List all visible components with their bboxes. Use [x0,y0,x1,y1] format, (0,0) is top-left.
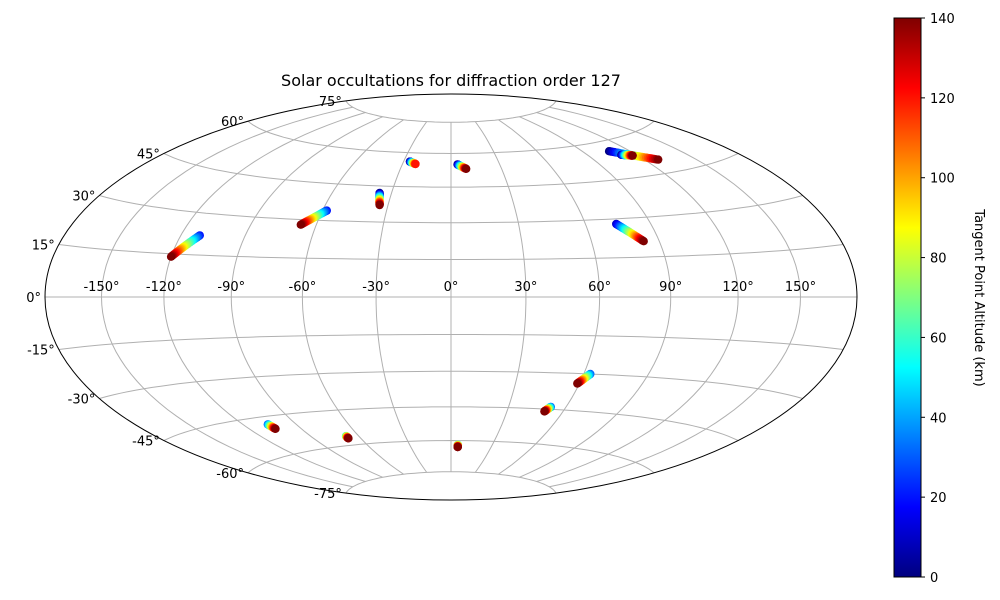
longitude-tick-label: 0° [444,280,459,295]
longitude-tick-label: 90° [659,280,682,295]
latitude-tick-label: 60° [221,115,244,130]
occultation-point [296,220,305,229]
colorbar-tick-label: 60 [930,331,947,346]
colorbar-tick-label: 0 [930,571,938,586]
longitude-tick-label: 120° [722,280,753,295]
map-grid [45,100,857,494]
map-outline [44,93,858,501]
latitude-tick-label: 30° [72,190,95,205]
parallel-line [163,153,739,188]
colorbar [893,17,922,578]
latitude-tick-label: 75° [319,95,342,110]
latitude-tick-label: -30° [68,393,96,408]
colorbar-ticks: 0 20 40 60 80 100 120 140 [921,12,955,586]
longitude-tick-label: -60° [289,280,317,295]
latitude-tick-label: -75° [314,487,342,502]
occultation-point [411,159,420,169]
colorbar-label: Tangent Point Altitude (km) [971,208,986,386]
latitude-tick-labels: -75° -60° -45° -30° -15° 0° 15° 30° 45° 60° 75° [26,95,342,502]
longitude-tick-label: 150° [785,280,816,295]
colorbar-tick-label: 140 [930,12,955,27]
parallel-line [247,439,655,474]
parallel-line [99,195,803,224]
latitude-tick-label: -45° [132,435,160,450]
occultation-point [271,424,280,433]
latitude-tick-label: 0° [26,291,41,306]
occultation-point [540,407,549,416]
latitude-tick-label: 15° [32,239,55,254]
occultation-point [573,379,582,388]
colorbar-tick-label: 20 [930,491,947,506]
latitude-tick-label: 45° [137,148,160,163]
parallel-line [345,471,557,494]
parallel-line [58,334,844,350]
occultation-point [639,237,648,246]
occultation-point [628,151,637,160]
parallel-line [99,370,803,399]
longitude-tick-labels: -150° -120° -90° -60° -30° 0° 30° 60° 90° 120° 150… [83,280,816,295]
occultation-point [344,434,353,443]
longitude-tick-label: 30° [514,280,537,295]
latitude-tick-label: -15° [27,344,55,359]
occultation-point [462,164,471,173]
longitude-tick-label: -30° [362,280,390,295]
latitude-tick-label: -60° [216,467,244,482]
longitude-tick-label: -120° [146,280,182,295]
colorbar-tick-label: 120 [930,92,955,107]
longitude-tick-label: -150° [83,280,119,295]
parallel-line [163,406,739,441]
colorbar-tick-label: 40 [930,411,947,426]
parallel-line [247,120,655,155]
longitude-tick-label: 60° [588,280,611,295]
occultation-point [166,252,176,261]
chart-title: Solar occultations for diffraction order… [281,71,621,90]
parallel-line [345,100,557,123]
occultation-point [375,200,384,210]
occultation-point [654,155,663,164]
occultation-points [166,147,663,452]
colorbar-tick-label: 100 [930,172,955,187]
occultation-point [453,442,462,452]
longitude-tick-label: -90° [217,280,245,295]
colorbar-tick-label: 80 [930,252,947,267]
